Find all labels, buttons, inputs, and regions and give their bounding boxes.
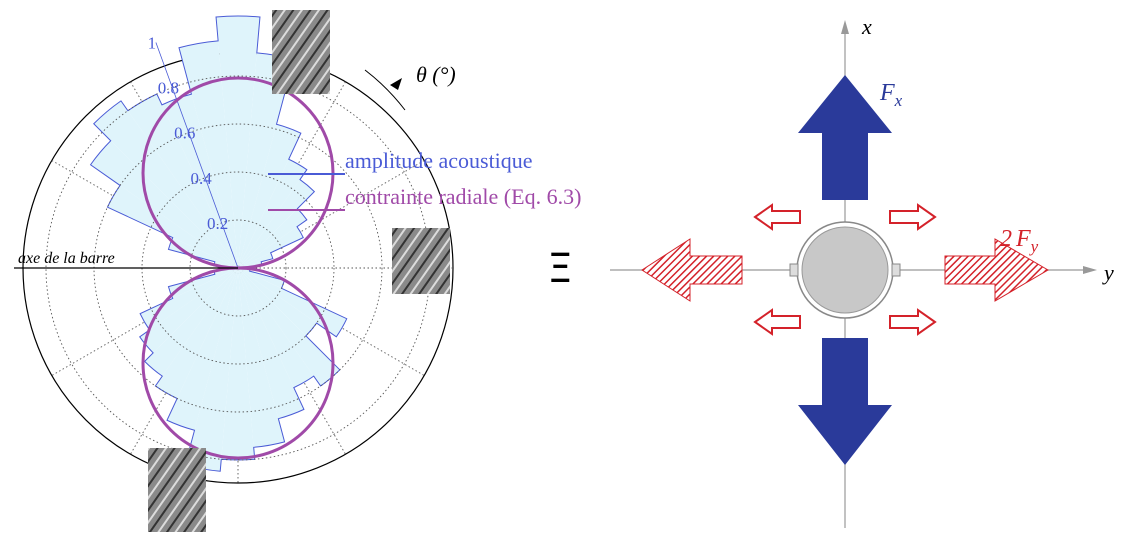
- histogram-wedge: [90, 140, 238, 268]
- force-x-label: Fx: [879, 80, 903, 110]
- grid-ring: [189, 219, 287, 317]
- histogram-wedge: [127, 93, 238, 268]
- histogram-wedge: [238, 268, 304, 419]
- histogram-wedge: [238, 268, 285, 289]
- label-factor: 2: [1000, 226, 1012, 252]
- r-tick-label: 0.2: [207, 214, 228, 233]
- r-tick-label: 0.6: [174, 124, 195, 143]
- histogram-wedge: [238, 268, 314, 388]
- bar-section: [801, 226, 889, 314]
- histogram-wedge: [168, 268, 238, 299]
- histogram-wedge: [140, 268, 238, 330]
- annotation: axe de la barre: [18, 250, 115, 267]
- histogram-wedge: [238, 179, 315, 268]
- arrowhead: [1083, 266, 1097, 274]
- r-axis: [155, 42, 239, 269]
- histogram-wedge: [238, 252, 273, 268]
- label-sub: y: [1029, 237, 1039, 256]
- histogram-wedge: [178, 40, 238, 268]
- r-tick-label: 1: [148, 33, 157, 52]
- histogram-wedge: [144, 268, 238, 377]
- label-main: F: [879, 80, 895, 106]
- legend-label: contrainte radiale (Eq. 6.3): [345, 184, 581, 209]
- r-tick-label: 0.8: [158, 79, 179, 98]
- gauge: [891, 263, 901, 277]
- force-arrow: [641, 238, 743, 302]
- histogram-wedge: [238, 268, 285, 448]
- label-main: F: [1015, 226, 1031, 252]
- rebar-photo: [148, 448, 206, 532]
- polar-chart: 0.2 0.4 0.6 0.8 1 axe de la barre θ (°) amplitu…: [14, 15, 581, 484]
- histogram-wedge: [93, 100, 238, 269]
- y-axis-label: y: [1102, 260, 1114, 285]
- force-arrow: [798, 75, 892, 200]
- small-arrows: [753, 203, 937, 336]
- histogram-wedge: [238, 208, 307, 268]
- histogram-wedge: [238, 268, 340, 386]
- force-diagram: x y Fx 2 Fy: [610, 14, 1114, 528]
- histogram-wedge: [168, 237, 238, 268]
- histogram-wedge: [238, 268, 347, 337]
- r-tick-label: 0.4: [191, 169, 213, 188]
- force-arrow: [944, 238, 1049, 302]
- histogram-wedge: [221, 268, 255, 461]
- histogram-wedge: [167, 268, 238, 431]
- histogram-wedge: [238, 226, 304, 268]
- x-axis-label: x: [861, 14, 872, 39]
- histogram-wedge: [161, 94, 238, 268]
- histogram-wedge: [238, 52, 294, 268]
- theta-arrowhead: [390, 78, 402, 90]
- rebar-photo: [392, 228, 450, 294]
- legend-label: amplitude acoustique: [345, 148, 533, 173]
- theta-arrow: [364, 69, 406, 111]
- histogram-wedge: [238, 159, 307, 268]
- histogram-wedge: [107, 185, 239, 268]
- histogram-wedge: [185, 268, 238, 472]
- rebar-photo: [272, 10, 330, 94]
- label-sub: x: [894, 91, 903, 110]
- equivalence-sign: Ξ: [547, 246, 572, 292]
- force-arrow: [798, 338, 892, 465]
- force-y-label: 2 Fy: [1000, 226, 1039, 256]
- theta-label: θ (°): [416, 62, 456, 87]
- histogram-wedge: [155, 268, 238, 399]
- gauge: [789, 263, 799, 277]
- arrowhead: [841, 20, 849, 34]
- histogram-wedge: [139, 268, 238, 353]
- histogram-wedge: [238, 124, 301, 269]
- histogram-wedge: [238, 268, 317, 336]
